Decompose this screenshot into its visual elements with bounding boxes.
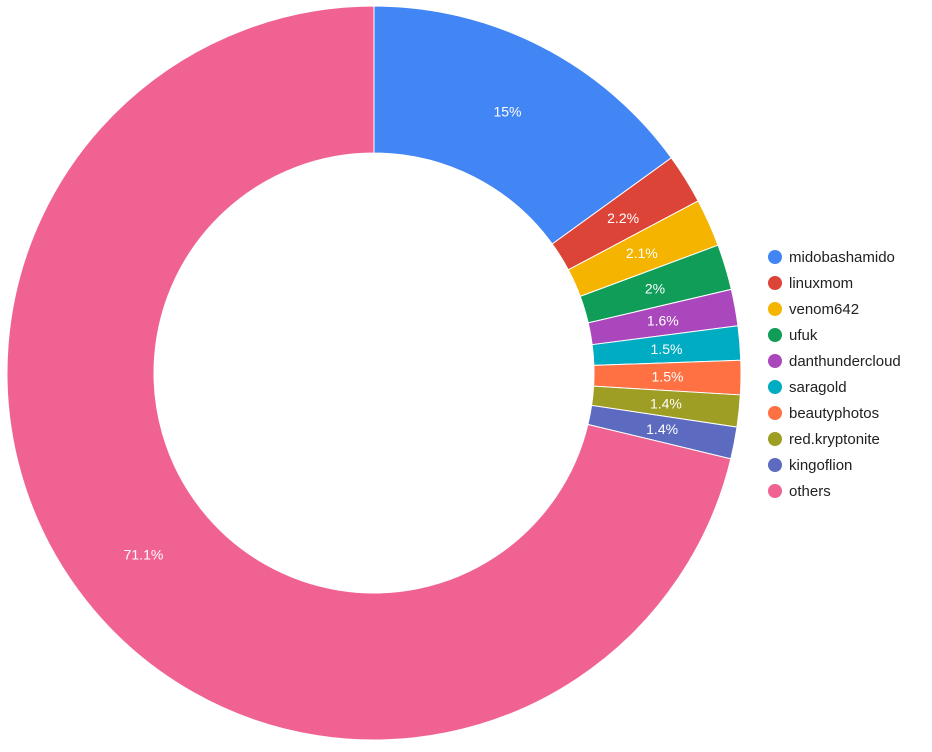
legend: midobashamido linuxmom venom642 ufuk danthun… — [768, 249, 901, 500]
slice-label-others: 71.1% — [124, 547, 164, 563]
legend-label: linuxmom — [789, 275, 853, 292]
legend-label: red.kryptonite — [789, 431, 880, 448]
legend-swatch — [768, 458, 782, 472]
legend-label: midobashamido — [789, 249, 895, 266]
slice-label-linuxmom: 2.2% — [607, 210, 639, 226]
legend-label: kingoflion — [789, 457, 852, 474]
donut-slices — [6, 5, 742, 741]
slice-label-red-kryptonite: 1.4% — [650, 395, 682, 411]
slice-others[interactable] — [6, 5, 732, 741]
legend-item[interactable]: beautyphotos — [768, 405, 879, 422]
slice-label-danthundercloud: 1.6% — [647, 313, 679, 329]
legend-label: danthundercloud — [789, 353, 901, 370]
slice-label-venom642: 2.1% — [626, 245, 658, 261]
legend-item[interactable]: kingoflion — [768, 457, 852, 474]
legend-item[interactable]: linuxmom — [768, 275, 853, 292]
legend-label: beautyphotos — [789, 405, 879, 422]
legend-label: others — [789, 483, 831, 500]
legend-item[interactable]: red.kryptonite — [768, 431, 880, 448]
slice-midobashamido[interactable] — [373, 5, 673, 245]
legend-item[interactable]: midobashamido — [768, 249, 895, 266]
legend-swatch — [768, 276, 782, 290]
legend-swatch — [768, 406, 782, 420]
legend-swatch — [768, 380, 782, 394]
slice-label-saragold: 1.5% — [651, 341, 683, 357]
slice-label-kingoflion: 1.4% — [646, 421, 678, 437]
slice-label-beautyphotos: 1.5% — [652, 369, 684, 385]
legend-label: ufuk — [789, 327, 818, 344]
legend-swatch — [768, 432, 782, 446]
legend-item[interactable]: venom642 — [768, 301, 859, 318]
legend-swatch — [768, 354, 782, 368]
legend-item[interactable]: danthundercloud — [768, 353, 901, 370]
legend-item[interactable]: others — [768, 483, 831, 500]
legend-swatch — [768, 250, 782, 264]
slice-label-midobashamido: 15% — [493, 104, 521, 120]
slice-labels: 15% 2.2% 2.1% 2% 1.6% 1.5% 1.5% 1.4% 1.4% 71.1% — [124, 104, 684, 563]
legend-item[interactable]: ufuk — [768, 327, 818, 344]
legend-swatch — [768, 484, 782, 498]
slice-label-ufuk: 2% — [645, 280, 665, 296]
legend-swatch — [768, 302, 782, 316]
legend-item[interactable]: saragold — [768, 379, 847, 396]
legend-label: venom642 — [789, 301, 859, 318]
legend-label: saragold — [789, 379, 847, 396]
legend-swatch — [768, 328, 782, 342]
